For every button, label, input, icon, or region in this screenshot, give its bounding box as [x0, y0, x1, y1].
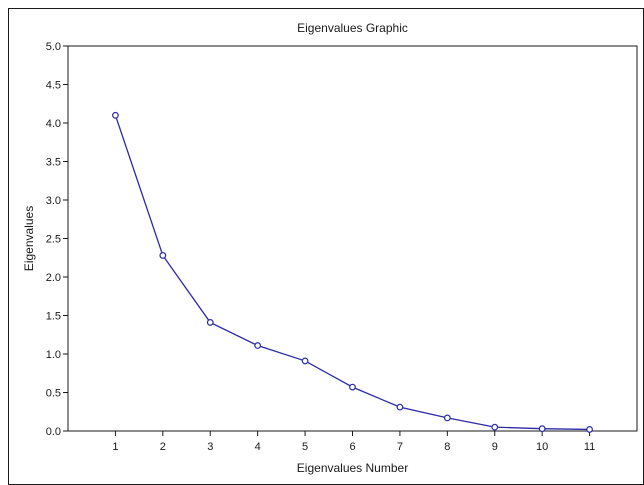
data-point	[443, 414, 451, 422]
x-tick-label: 7	[397, 441, 403, 453]
x-tick-label: 4	[255, 441, 261, 453]
data-point	[254, 342, 262, 349]
x-tick-label: 1	[112, 441, 118, 453]
y-tick-label: 3.5	[46, 157, 61, 169]
y-tick-label: 2.0	[46, 272, 61, 284]
x-axis-label: Eigenvalues Number	[297, 461, 408, 475]
y-tick-label: 5.0	[46, 41, 61, 53]
plot-area	[67, 45, 638, 432]
x-tick-label: 2	[160, 441, 166, 453]
data-point	[301, 357, 309, 365]
data-point	[112, 111, 119, 119]
x-tick-label: 9	[492, 441, 498, 453]
data-point	[538, 425, 546, 433]
y-tick-label: 2.5	[46, 234, 61, 246]
y-tick-label: 3.0	[46, 195, 61, 207]
x-tick-label: 10	[536, 441, 548, 453]
y-tick-label: 4.5	[46, 80, 61, 92]
y-tick-label: 0.0	[46, 426, 61, 438]
data-point	[159, 252, 167, 259]
y-tick-label: 1.0	[46, 349, 61, 361]
chart-frame	[8, 8, 644, 485]
y-tick-label: 0.5	[46, 388, 61, 400]
x-tick-label: 3	[207, 441, 213, 453]
data-point	[396, 403, 404, 411]
y-tick-label: 4.0	[46, 118, 61, 130]
data-point	[586, 426, 593, 433]
chart-title: Eigenvalues Graphic	[297, 21, 408, 35]
x-tick-label: 5	[302, 441, 308, 453]
data-point	[349, 383, 356, 391]
x-axis-ticks: 1 2 3 4 5 6 7 8 9 10 11	[112, 431, 595, 453]
y-axis-ticks: 0.0 0.5 1.0 1.5 2.0 2.5 3.0 3.5 4.0 4.5 5.0	[46, 41, 68, 438]
x-tick-label: 8	[444, 441, 450, 453]
y-axis-label: Eigenvalues	[22, 206, 36, 271]
series-group	[112, 111, 593, 433]
data-point	[491, 423, 499, 431]
data-point	[206, 319, 214, 326]
x-tick-label: 6	[349, 441, 355, 453]
series-line	[114, 115, 590, 431]
y-tick-label: 1.5	[46, 311, 61, 323]
x-tick-label: 11	[584, 441, 595, 453]
